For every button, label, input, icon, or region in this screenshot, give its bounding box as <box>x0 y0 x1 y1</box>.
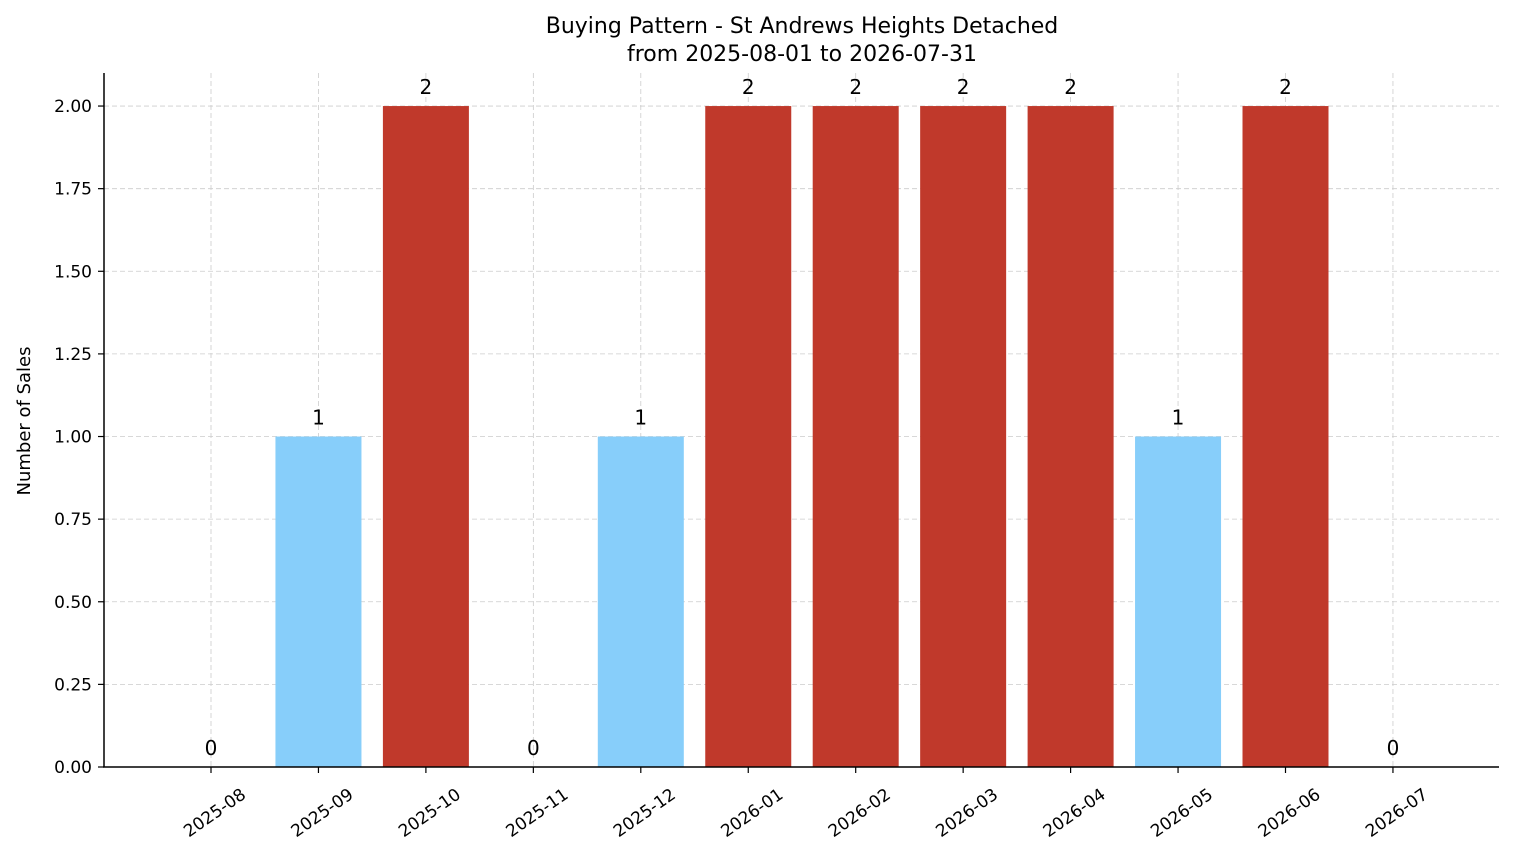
chart-title: Buying Pattern - St Andrews Heights Deta… <box>546 14 1059 39</box>
x-tick-label: 2026-03 <box>932 785 1002 842</box>
x-tick-label: 2026-01 <box>717 785 787 842</box>
chart-subtitle: from 2025-08-01 to 2026-07-31 <box>627 42 977 67</box>
x-tick-label: 2025-09 <box>288 785 358 842</box>
data-label-2026-05: 1 <box>1172 406 1185 430</box>
x-tick-label: 2025-08 <box>180 785 250 842</box>
data-label-2026-03: 2 <box>957 75 970 99</box>
y-tick-label: 2.00 <box>54 97 92 117</box>
data-labels: 0 1 2 0 1 2 2 2 2 1 2 0 <box>205 75 1400 760</box>
y-tick-label: 0.50 <box>54 593 92 613</box>
bar-2026-01 <box>705 106 792 768</box>
bar-2025-09 <box>275 436 362 767</box>
data-label-2026-07: 0 <box>1387 736 1400 760</box>
y-tick-label: 1.00 <box>54 428 92 448</box>
data-label-2026-02: 2 <box>849 75 862 99</box>
y-axis-label: Number of Sales <box>14 346 35 495</box>
y-tick-label: 1.50 <box>54 262 92 282</box>
y-tick-label: 0.25 <box>54 675 92 695</box>
data-label-2025-09: 1 <box>312 406 325 430</box>
x-tick-label: 2026-02 <box>825 785 895 842</box>
bar-2026-02 <box>812 106 899 768</box>
x-tick-label: 2026-07 <box>1362 785 1432 842</box>
x-tick-label: 2026-05 <box>1147 785 1217 842</box>
data-label-2026-06: 2 <box>1279 75 1292 99</box>
data-label-2026-01: 2 <box>742 75 755 99</box>
x-tick-label: 2025-10 <box>395 785 465 842</box>
y-tick-label: 1.25 <box>54 345 92 365</box>
bars <box>275 106 1329 768</box>
data-label-2025-10: 2 <box>420 75 433 99</box>
x-tick-label: 2025-11 <box>503 785 573 842</box>
bar-2026-03 <box>920 106 1007 768</box>
y-ticks: 0.00 0.25 0.50 0.75 1.00 1.25 1.50 1.75 2.00 <box>54 97 104 778</box>
bar-2026-05 <box>1135 436 1222 767</box>
bar-2026-04 <box>1027 106 1114 768</box>
y-tick-label: 0.75 <box>54 510 92 530</box>
data-label-2025-11: 0 <box>527 736 540 760</box>
x-ticks: 2025-08 2025-09 2025-10 2025-11 2025-12 2026-… <box>180 767 1432 842</box>
y-tick-label: 1.75 <box>54 180 92 200</box>
data-label-2025-12: 1 <box>634 406 647 430</box>
bar-2026-06 <box>1242 106 1329 768</box>
y-tick-label: 0.00 <box>54 758 92 778</box>
x-tick-label: 2026-06 <box>1255 785 1325 842</box>
data-label-2025-08: 0 <box>205 736 218 760</box>
x-tick-label: 2025-12 <box>610 785 680 842</box>
bar-2025-12 <box>597 436 684 767</box>
data-label-2026-04: 2 <box>1064 75 1077 99</box>
x-tick-label: 2026-04 <box>1040 785 1110 842</box>
bar-2025-10 <box>382 106 469 768</box>
